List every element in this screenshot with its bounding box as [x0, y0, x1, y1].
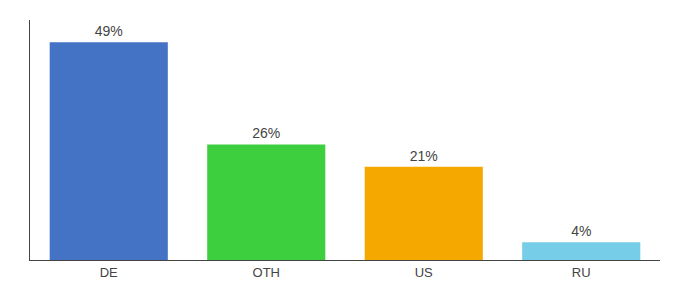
svg-text:RU: RU — [572, 265, 591, 280]
svg-text:OTH: OTH — [253, 265, 280, 280]
svg-text:DE: DE — [100, 265, 118, 280]
svg-text:26%: 26% — [252, 125, 280, 141]
svg-text:US: US — [415, 265, 433, 280]
svg-text:4%: 4% — [571, 223, 591, 239]
svg-text:21%: 21% — [410, 148, 438, 164]
svg-text:49%: 49% — [95, 23, 123, 39]
